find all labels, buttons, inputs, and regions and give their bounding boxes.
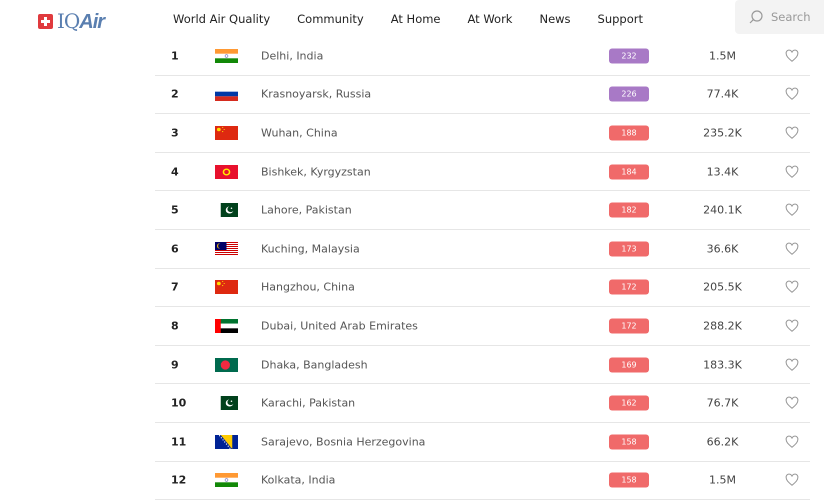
logo-text: IQAir: [57, 9, 105, 33]
rank: 12: [171, 473, 187, 487]
flag-bangladesh-icon: [215, 357, 238, 372]
rank: 9: [171, 358, 179, 372]
aqi-badge: 232: [609, 48, 649, 64]
heart-icon[interactable]: [785, 435, 799, 449]
nav-at-work[interactable]: At Work: [467, 12, 513, 26]
nav-community[interactable]: Community: [297, 12, 364, 26]
city-link[interactable]: Kuching, Malaysia: [261, 242, 360, 256]
flag-uae-icon: [215, 318, 238, 333]
city-link[interactable]: Bishkek, Kyrgyzstan: [261, 165, 371, 179]
table-row[interactable]: 5 Lahore, Pakistan 182 240.1K: [155, 191, 810, 230]
aqi-badge: 188: [609, 125, 649, 141]
table-row[interactable]: 4 Bishkek, Kyrgyzstan 184 13.4K: [155, 153, 810, 192]
iqair-logo[interactable]: IQAir: [38, 9, 105, 34]
flag-pakistan-icon: [215, 396, 238, 411]
nav-support[interactable]: Support: [597, 12, 644, 26]
rank: 7: [171, 280, 179, 294]
followers-count: 235.2K: [703, 126, 742, 140]
flag-kyrgyzstan-icon: [215, 164, 238, 179]
followers-count: 1.5M: [709, 49, 736, 63]
heart-icon[interactable]: [785, 280, 799, 294]
city-link[interactable]: Karachi, Pakistan: [261, 396, 356, 410]
city-link[interactable]: Hangzhou, China: [261, 280, 355, 294]
heart-icon[interactable]: [785, 358, 799, 372]
table-row[interactable]: 9 Dhaka, Bangladesh 169 183.3K: [155, 346, 810, 385]
heart-icon[interactable]: [785, 165, 799, 179]
heart-icon[interactable]: [785, 473, 799, 487]
table-row[interactable]: 12 Kolkata, India 158 1.5M: [155, 462, 810, 500]
aqi-badge: 173: [609, 241, 649, 257]
rank: 3: [171, 126, 179, 140]
flag-china-icon: [215, 125, 238, 140]
aqi-badge: 169: [609, 357, 649, 373]
rank: 10: [171, 396, 187, 410]
followers-count: 205.5K: [703, 280, 742, 294]
followers-count: 13.4K: [706, 165, 739, 179]
city-link[interactable]: Dubai, United Arab Emirates: [261, 319, 418, 333]
table-row[interactable]: 11 Sarajevo, Bosnia Herzegovina 158 66.2…: [155, 423, 810, 462]
heart-icon[interactable]: [785, 203, 799, 217]
city-ranking-list: 1 Delhi, India 232 1.5M 2 Krasnoyarsk, R…: [155, 37, 810, 500]
rank: 1: [171, 49, 179, 63]
search-placeholder: Search: [771, 10, 811, 24]
search-icon: [749, 10, 763, 24]
swiss-cross-icon: [38, 14, 53, 29]
city-link[interactable]: Wuhan, China: [261, 126, 338, 140]
heart-icon[interactable]: [785, 87, 799, 101]
aqi-badge: 184: [609, 164, 649, 180]
heart-icon[interactable]: [785, 319, 799, 333]
rank: 8: [171, 319, 179, 333]
table-row[interactable]: 2 Krasnoyarsk, Russia 226 77.4K: [155, 76, 810, 115]
city-link[interactable]: Kolkata, India: [261, 473, 336, 487]
aqi-badge: 162: [609, 395, 649, 411]
rank: 4: [171, 165, 179, 179]
aqi-badge: 172: [609, 279, 649, 295]
heart-icon[interactable]: [785, 396, 799, 410]
aqi-badge: 172: [609, 318, 649, 334]
followers-count: 66.2K: [706, 435, 739, 449]
table-row[interactable]: 6 Kuching, Malaysia 173 36.6K: [155, 230, 810, 269]
rank: 11: [171, 435, 187, 449]
table-row[interactable]: 8 Dubai, United Arab Emirates 172 288.2K: [155, 307, 810, 346]
heart-icon[interactable]: [785, 242, 799, 256]
flag-india-icon: [215, 473, 238, 488]
nav-news[interactable]: News: [539, 12, 571, 26]
table-row[interactable]: 10 Karachi, Pakistan 162 76.7K: [155, 384, 810, 423]
followers-count: 77.4K: [706, 87, 739, 101]
aqi-badge: 226: [609, 86, 649, 102]
followers-count: 36.6K: [706, 242, 739, 256]
aqi-badge: 158: [609, 434, 649, 450]
flag-china-icon: [215, 280, 238, 295]
nav-at-home[interactable]: At Home: [390, 12, 441, 26]
city-link[interactable]: Delhi, India: [261, 49, 324, 63]
rank: 5: [171, 203, 179, 217]
followers-count: 183.3K: [703, 358, 742, 372]
followers-count: 288.2K: [703, 319, 742, 333]
table-row[interactable]: 3 Wuhan, China 188 235.2K: [155, 114, 810, 153]
table-row[interactable]: 7 Hangzhou, China 172 205.5K: [155, 269, 810, 308]
flag-malaysia-icon: [215, 241, 238, 256]
nav-world-air-quality[interactable]: World Air Quality: [173, 12, 271, 26]
city-link[interactable]: Krasnoyarsk, Russia: [261, 87, 372, 101]
flag-india-icon: [215, 48, 238, 63]
rank: 6: [171, 242, 179, 256]
search-input[interactable]: Search: [735, 0, 824, 34]
header: IQAir World Air Quality Community At Hom…: [0, 0, 824, 38]
heart-icon[interactable]: [785, 49, 799, 63]
flag-pakistan-icon: [215, 203, 238, 218]
flag-russia-icon: [215, 87, 238, 102]
heart-icon[interactable]: [785, 126, 799, 140]
city-link[interactable]: Dhaka, Bangladesh: [261, 358, 368, 372]
followers-count: 76.7K: [706, 396, 739, 410]
flag-bosnia-icon: [215, 434, 238, 449]
aqi-badge: 182: [609, 202, 649, 218]
rank: 2: [171, 87, 179, 101]
followers-count: 240.1K: [703, 203, 742, 217]
table-row[interactable]: 1 Delhi, India 232 1.5M: [155, 37, 810, 76]
aqi-badge: 158: [609, 472, 649, 488]
city-link[interactable]: Lahore, Pakistan: [261, 203, 352, 217]
followers-count: 1.5M: [709, 473, 736, 487]
city-link[interactable]: Sarajevo, Bosnia Herzegovina: [261, 435, 426, 449]
main-nav: World Air Quality Community At Home At W…: [173, 12, 670, 26]
